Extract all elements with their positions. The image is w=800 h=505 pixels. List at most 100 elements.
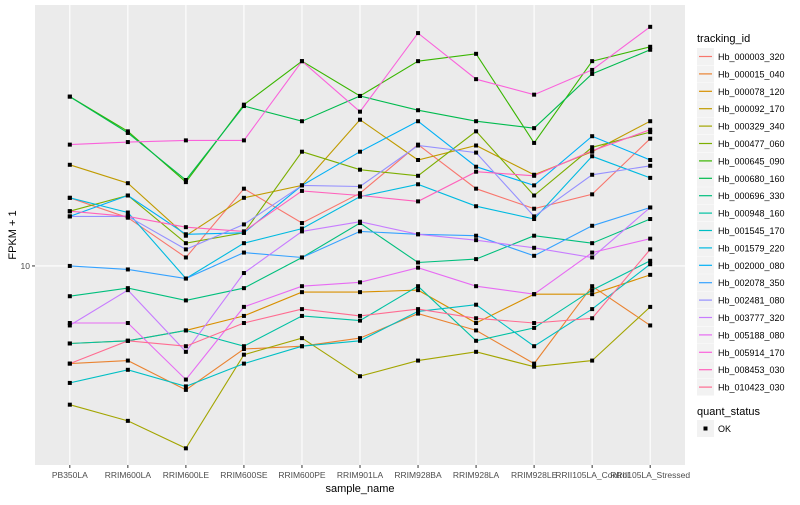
data-point (474, 328, 479, 333)
data-point (183, 232, 188, 237)
data-point (416, 182, 421, 187)
data-point (474, 51, 479, 56)
data-point (532, 344, 537, 349)
data-point (183, 241, 188, 246)
x-tick-label: RRIM600SE (220, 470, 268, 480)
legend-label: Hb_003777_320 (718, 313, 785, 323)
data-point (358, 338, 362, 343)
data-point (183, 377, 188, 382)
data-point (532, 140, 537, 145)
data-point (532, 321, 537, 326)
legend-title-quant-status: quant_status (697, 406, 760, 418)
x-tick-label: RRIM928LA (453, 470, 500, 480)
data-point (358, 290, 362, 295)
data-point (532, 206, 537, 211)
data-point (590, 223, 595, 228)
data-point (358, 117, 362, 122)
data-point (241, 229, 246, 234)
data-point (299, 313, 304, 318)
data-point (67, 214, 72, 219)
data-point (125, 181, 130, 186)
x-tick-label: RRIM928BA (394, 470, 442, 480)
data-point (241, 138, 246, 143)
data-point (299, 344, 304, 349)
data-point (67, 94, 72, 99)
data-point (241, 286, 246, 291)
data-point (125, 321, 130, 326)
data-point (125, 193, 130, 198)
data-point (474, 257, 479, 262)
data-point (648, 157, 653, 162)
data-point (474, 164, 479, 169)
data-point (67, 142, 72, 147)
data-point (241, 352, 246, 357)
data-point (183, 384, 188, 389)
data-point (183, 276, 188, 281)
legend-label: Hb_005188_080 (718, 330, 785, 340)
data-point (241, 195, 246, 200)
data-point (125, 214, 130, 219)
data-point (416, 143, 421, 148)
data-point (416, 260, 421, 265)
data-point (67, 294, 72, 299)
data-point (299, 149, 304, 154)
data-point (648, 272, 653, 277)
data-point (416, 119, 421, 124)
data-point (648, 304, 653, 309)
x-axis: PB350LA RRIM600LA RRIM600LE RRIM600SE RRIM60… (52, 465, 690, 480)
data-point (416, 288, 421, 293)
data-point (241, 321, 246, 326)
data-point (67, 209, 72, 214)
data-point (416, 307, 421, 312)
data-point (474, 321, 479, 326)
data-point (358, 109, 362, 114)
legend-label: Hb_000078_120 (718, 87, 785, 97)
data-point (299, 290, 304, 295)
data-point (474, 302, 479, 307)
data-point (125, 210, 130, 215)
legend-item-Hb_010423_030: Hb_010423_030 (697, 378, 785, 396)
data-point (532, 92, 537, 97)
data-point (590, 307, 595, 312)
data-point (648, 119, 653, 124)
data-point (648, 24, 653, 29)
data-point (299, 255, 304, 260)
data-point (299, 284, 304, 289)
data-point (183, 247, 188, 252)
data-point (67, 263, 72, 268)
data-point (183, 255, 188, 260)
data-point (241, 104, 246, 109)
legend-label: Hb_000329_340 (718, 122, 785, 132)
data-point (241, 313, 246, 318)
data-point (590, 192, 595, 197)
legend-label: Hb_002000_080 (718, 261, 785, 271)
data-point (358, 149, 362, 154)
x-tick-label: RRII105LA_Control (555, 470, 629, 480)
data-point (590, 145, 595, 150)
data-point (358, 167, 362, 172)
legend-label: Hb_000948_160 (718, 209, 785, 219)
legend-label: Hb_001579_220 (718, 243, 785, 253)
data-point (358, 318, 362, 323)
data-point (299, 119, 304, 124)
legend-item-Hb_000477_060: Hb_000477_060 (697, 135, 785, 152)
data-point (590, 71, 595, 76)
data-point (67, 195, 72, 200)
x-tick-label: RRIM600PE (278, 470, 326, 480)
data-point (590, 358, 595, 363)
data-point (474, 129, 479, 134)
legend-item-Hb_003777_320: Hb_003777_320 (697, 309, 785, 326)
data-point (358, 191, 362, 196)
data-point (474, 284, 479, 289)
x-tick-label: RRIM600LE (163, 470, 210, 480)
data-point (590, 288, 595, 293)
data-point (125, 140, 130, 145)
data-point (648, 175, 653, 180)
legend-item-Hb_000696_330: Hb_000696_330 (697, 187, 785, 205)
legend-label: Hb_008453_030 (718, 365, 785, 375)
legend-label: Hb_002078_350 (718, 278, 785, 288)
data-point (125, 288, 130, 293)
legend-item-Hb_002000_080: Hb_002000_080 (697, 256, 785, 274)
x-tick-label: RRIM901LA (337, 470, 384, 480)
data-point (590, 241, 595, 246)
